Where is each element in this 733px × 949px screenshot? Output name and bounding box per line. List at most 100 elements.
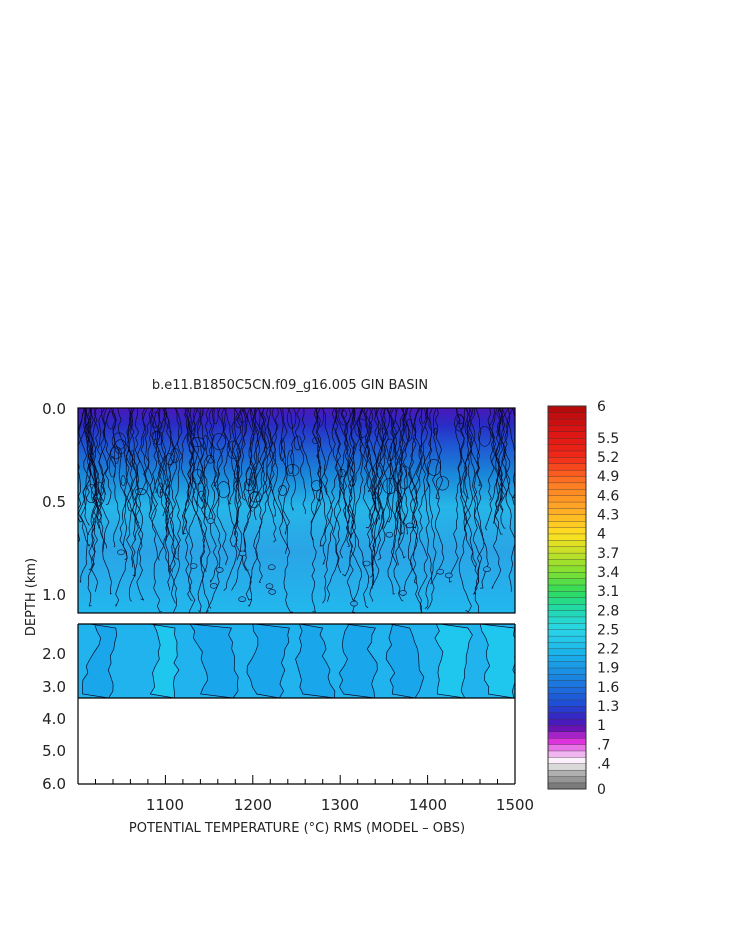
- colorbar-band: [547, 603, 587, 611]
- contour-line: [396, 408, 407, 541]
- contour-line: [342, 408, 356, 577]
- contour-line: [200, 408, 209, 523]
- colorbar-label: 4.9: [597, 469, 619, 485]
- contour-line: [369, 408, 404, 602]
- contour-loop: [106, 411, 117, 430]
- contour-line: [186, 408, 214, 520]
- colorbar-label: 2.5: [597, 622, 619, 638]
- y-tick-5-0: 5.0: [42, 742, 66, 760]
- contour-loop: [212, 408, 219, 425]
- colorbar: 6 5.5 5.2 4.9 4.6 4.3 4 3.7 3.4 3.1 2.8 2.5 2.2 1.9 1.…: [547, 399, 619, 798]
- colorbar-label: 1.6: [597, 680, 619, 696]
- contour-line: [228, 408, 242, 505]
- contour-loop: [226, 440, 240, 459]
- contour-line: [358, 408, 377, 519]
- lower-contours: [82, 624, 515, 698]
- colorbar-band: [547, 776, 587, 784]
- contour-line: [468, 408, 489, 589]
- contour-line: [365, 408, 382, 590]
- colorbar-band: [547, 756, 587, 764]
- contour-loop: [91, 481, 106, 506]
- y-tick-6-0: 6.0: [42, 775, 66, 793]
- contour-line: [376, 408, 386, 561]
- contour-region: [189, 624, 239, 698]
- colorbar-labels: 6 5.5 5.2 4.9 4.6 4.3 4 3.7 3.4 3.1 2.8 2.5 2.2 1.9 1.…: [597, 399, 619, 798]
- contour-line: [322, 408, 338, 566]
- contour-line: [96, 408, 106, 529]
- contour-line: [495, 408, 502, 511]
- colorbar-band: [547, 514, 587, 522]
- colorbar-label: 1.3: [597, 699, 619, 715]
- contour-loop: [211, 433, 226, 450]
- colorbar-band: [547, 501, 587, 509]
- contour-line: [154, 408, 163, 493]
- y-tick-2-0: 2.0: [42, 645, 66, 663]
- contour-line: [508, 408, 515, 592]
- contour-line: [413, 408, 423, 502]
- colorbar-band: [547, 437, 587, 445]
- contour-loop: [397, 465, 412, 490]
- contour-loop: [287, 408, 297, 429]
- contour-loop: [111, 432, 126, 450]
- colorbar-band: [547, 450, 587, 458]
- contour-label-mark: [385, 531, 394, 538]
- contour-line: [136, 408, 162, 613]
- colorbar-band: [547, 750, 587, 758]
- colorbar-band: [547, 705, 587, 713]
- colorbar-band: [547, 565, 587, 573]
- colorbar-label: 3.7: [597, 546, 619, 562]
- contour-loop: [432, 427, 438, 435]
- contour-loop: [151, 431, 160, 441]
- contour-line: [487, 408, 504, 511]
- y-tick-4-0: 4.0: [42, 710, 66, 728]
- contour-line: [78, 408, 90, 526]
- colorbar-label: 0: [597, 782, 606, 798]
- contour-loop: [311, 480, 322, 492]
- colorbar-band: [547, 507, 587, 515]
- contour-loop: [454, 414, 465, 432]
- contour-line: [464, 408, 474, 532]
- x-tick-1300: 1300: [321, 796, 359, 814]
- contour-line: [362, 408, 374, 529]
- contour-loop: [243, 479, 255, 492]
- contour-line: [217, 408, 239, 487]
- contour-line: [484, 408, 498, 531]
- contour-line: [248, 408, 261, 508]
- colorbar-label: 2.8: [597, 603, 619, 619]
- contour-line: [197, 408, 207, 613]
- contour-line: [340, 408, 355, 547]
- chart-title: b.e11.B1850C5CN.f09_g16.005 GIN BASIN: [152, 378, 428, 393]
- contour-line: [310, 408, 333, 523]
- contour-line: [267, 408, 293, 613]
- contour-line: [208, 408, 219, 584]
- contour-loop: [316, 489, 323, 502]
- contour-line: [182, 408, 195, 535]
- contour-loop: [456, 415, 465, 425]
- contour-region: [295, 624, 336, 698]
- contour-loop: [151, 411, 160, 428]
- contour-line: [501, 408, 515, 505]
- colorbar-band: [547, 616, 587, 624]
- contour-line: [171, 408, 183, 573]
- contour-line: [249, 408, 268, 512]
- y-tick-0-5: 0.5: [42, 493, 66, 511]
- colorbar-band: [547, 571, 587, 579]
- colorbar-band: [547, 552, 587, 560]
- colorbar-band: [547, 590, 587, 598]
- colorbar-band: [547, 546, 587, 554]
- contour-loop: [338, 408, 351, 426]
- contour-label-mark: [405, 522, 414, 529]
- contour-line: [425, 408, 437, 585]
- colorbar-band: [547, 476, 587, 484]
- contour-label-mark: [362, 560, 371, 567]
- contour-line: [390, 408, 407, 519]
- contour-label-mark: [215, 567, 224, 573]
- contour-line: [287, 408, 297, 512]
- contour-loop: [235, 417, 242, 429]
- contour-line: [123, 408, 135, 568]
- contour-loop: [478, 425, 492, 447]
- colorbar-band: [547, 418, 587, 426]
- contour-loop: [129, 450, 136, 468]
- contour-region: [434, 624, 473, 698]
